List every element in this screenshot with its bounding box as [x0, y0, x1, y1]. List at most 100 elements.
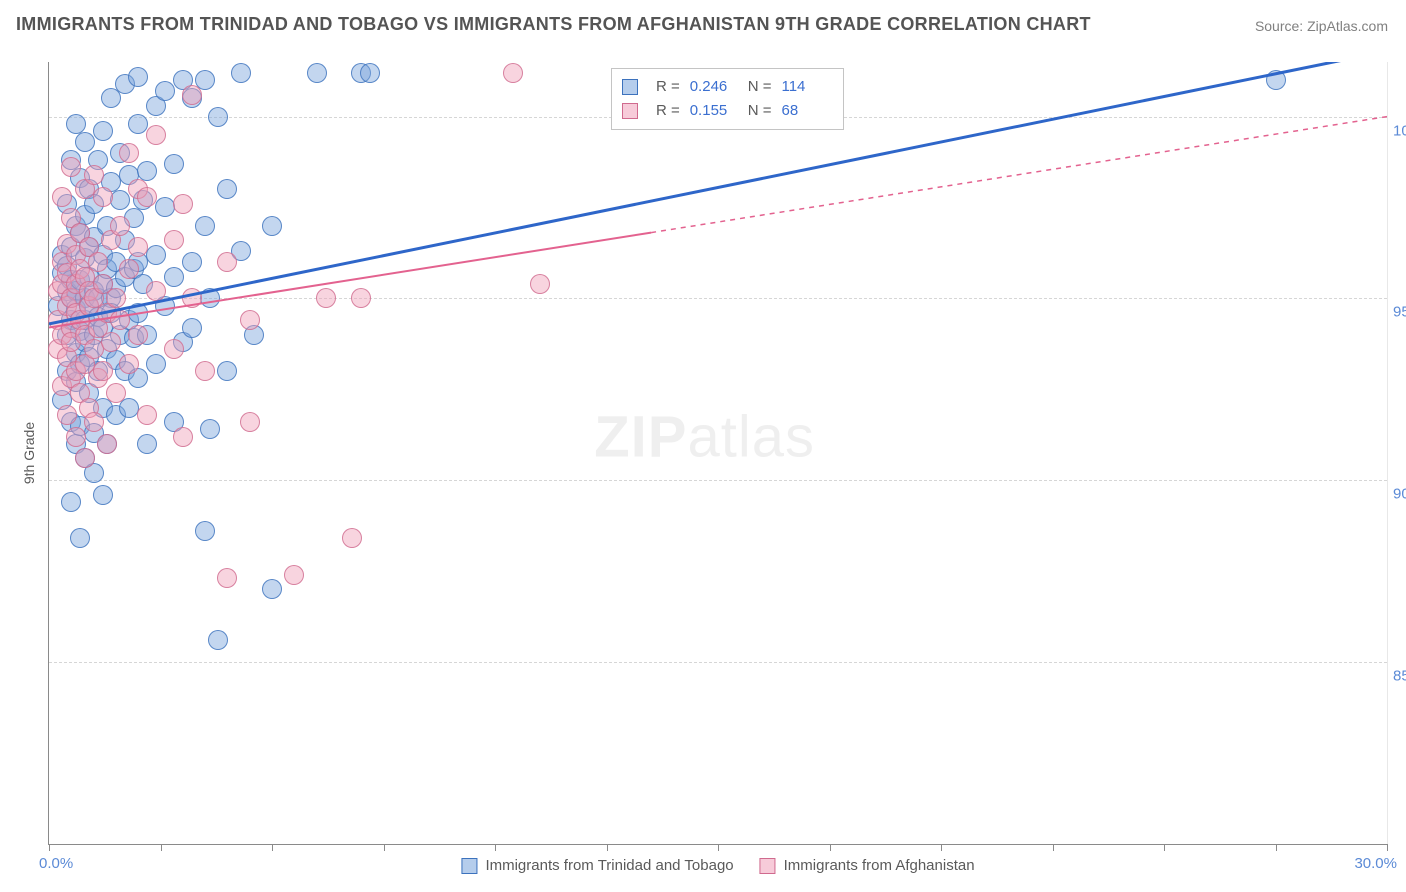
x-tick — [1053, 844, 1054, 851]
scatter-point — [164, 339, 184, 359]
x-tick — [1164, 844, 1165, 851]
x-tick — [384, 844, 385, 851]
scatter-point — [93, 121, 113, 141]
scatter-point — [217, 179, 237, 199]
scatter-point — [97, 434, 117, 454]
scatter-point — [110, 190, 130, 210]
scatter-point — [182, 318, 202, 338]
scatter-point — [217, 252, 237, 272]
swatch-pink-icon — [760, 858, 776, 874]
legend-n-label: N = — [748, 75, 772, 99]
x-tick — [272, 844, 273, 851]
scatter-point — [342, 528, 362, 548]
scatter-point — [164, 267, 184, 287]
x-tick — [1276, 844, 1277, 851]
watermark-brand: ZIP — [594, 405, 687, 470]
scatter-point — [200, 419, 220, 439]
scatter-point — [195, 521, 215, 541]
scatter-point — [75, 448, 95, 468]
scatter-point — [195, 361, 215, 381]
scatter-point — [231, 63, 251, 83]
watermark-brand-suffix: atlas — [687, 405, 815, 470]
scatter-point — [217, 361, 237, 381]
scatter-point — [195, 216, 215, 236]
trend-lines — [49, 62, 1387, 844]
scatter-point — [240, 310, 260, 330]
scatter-point — [128, 237, 148, 257]
legend-row: R =0.155N =68 — [622, 99, 830, 123]
scatter-point — [84, 165, 104, 185]
scatter-point — [262, 579, 282, 599]
scatter-point — [93, 187, 113, 207]
scatter-point — [119, 259, 139, 279]
scatter-point — [137, 161, 157, 181]
scatter-point — [128, 303, 148, 323]
watermark: ZIPatlas — [594, 404, 815, 471]
scatter-point — [200, 288, 220, 308]
scatter-point — [503, 63, 523, 83]
y-axis-label: 9th Grade — [21, 422, 37, 484]
scatter-point — [146, 245, 166, 265]
scatter-point — [360, 63, 380, 83]
scatter-point — [84, 412, 104, 432]
blue-swatch-icon — [622, 79, 638, 95]
scatter-point — [208, 107, 228, 127]
plot-area: 9th Grade ZIPatlas R =0.246N =114R =0.15… — [48, 62, 1388, 845]
scatter-point — [164, 154, 184, 174]
scatter-point — [128, 325, 148, 345]
scatter-point — [101, 332, 121, 352]
y-tick-label: 100.0% — [1393, 122, 1406, 139]
legend-r-label: R = — [656, 99, 680, 123]
scatter-point — [182, 288, 202, 308]
legend-series2: Immigrants from Afghanistan — [760, 857, 975, 874]
scatter-point — [128, 114, 148, 134]
legend-r-value: 0.246 — [690, 75, 738, 99]
gridline — [49, 298, 1387, 299]
legend-n-value: 114 — [781, 75, 829, 99]
scatter-point — [137, 434, 157, 454]
scatter-point — [119, 354, 139, 374]
scatter-point — [70, 528, 90, 548]
scatter-point — [182, 85, 202, 105]
scatter-point — [173, 194, 193, 214]
swatch-blue-icon — [461, 858, 477, 874]
scatter-point — [106, 288, 126, 308]
scatter-point — [155, 197, 175, 217]
legend-series1-label: Immigrants from Trinidad and Tobago — [485, 857, 733, 874]
legend-series2-label: Immigrants from Afghanistan — [784, 857, 975, 874]
scatter-point — [146, 354, 166, 374]
scatter-point — [110, 216, 130, 236]
scatter-point — [1266, 70, 1286, 90]
gridline — [49, 480, 1387, 481]
x-tick — [718, 844, 719, 851]
x-axis-max-label: 30.0% — [1354, 855, 1397, 872]
scatter-point — [208, 630, 228, 650]
x-tick — [161, 844, 162, 851]
scatter-point — [137, 187, 157, 207]
scatter-point — [240, 412, 260, 432]
scatter-point — [66, 114, 86, 134]
scatter-point — [530, 274, 550, 294]
scatter-point — [146, 281, 166, 301]
scatter-point — [182, 252, 202, 272]
y-tick-label: 85.0% — [1393, 668, 1406, 685]
x-tick — [1387, 844, 1388, 851]
x-tick — [49, 844, 50, 851]
x-axis-legend: Immigrants from Trinidad and Tobago Immi… — [461, 857, 974, 874]
scatter-point — [119, 143, 139, 163]
scatter-point — [106, 383, 126, 403]
scatter-point — [217, 568, 237, 588]
scatter-point — [66, 427, 86, 447]
chart-title: IMMIGRANTS FROM TRINIDAD AND TOBAGO VS I… — [16, 14, 1091, 35]
x-axis-min-label: 0.0% — [39, 855, 73, 872]
scatter-point — [57, 405, 77, 425]
x-tick — [495, 844, 496, 851]
legend-r-label: R = — [656, 75, 680, 99]
x-tick — [941, 844, 942, 851]
scatter-point — [307, 63, 327, 83]
scatter-point — [88, 252, 108, 272]
scatter-point — [61, 492, 81, 512]
scatter-point — [155, 81, 175, 101]
scatter-point — [75, 132, 95, 152]
scatter-point — [173, 427, 193, 447]
